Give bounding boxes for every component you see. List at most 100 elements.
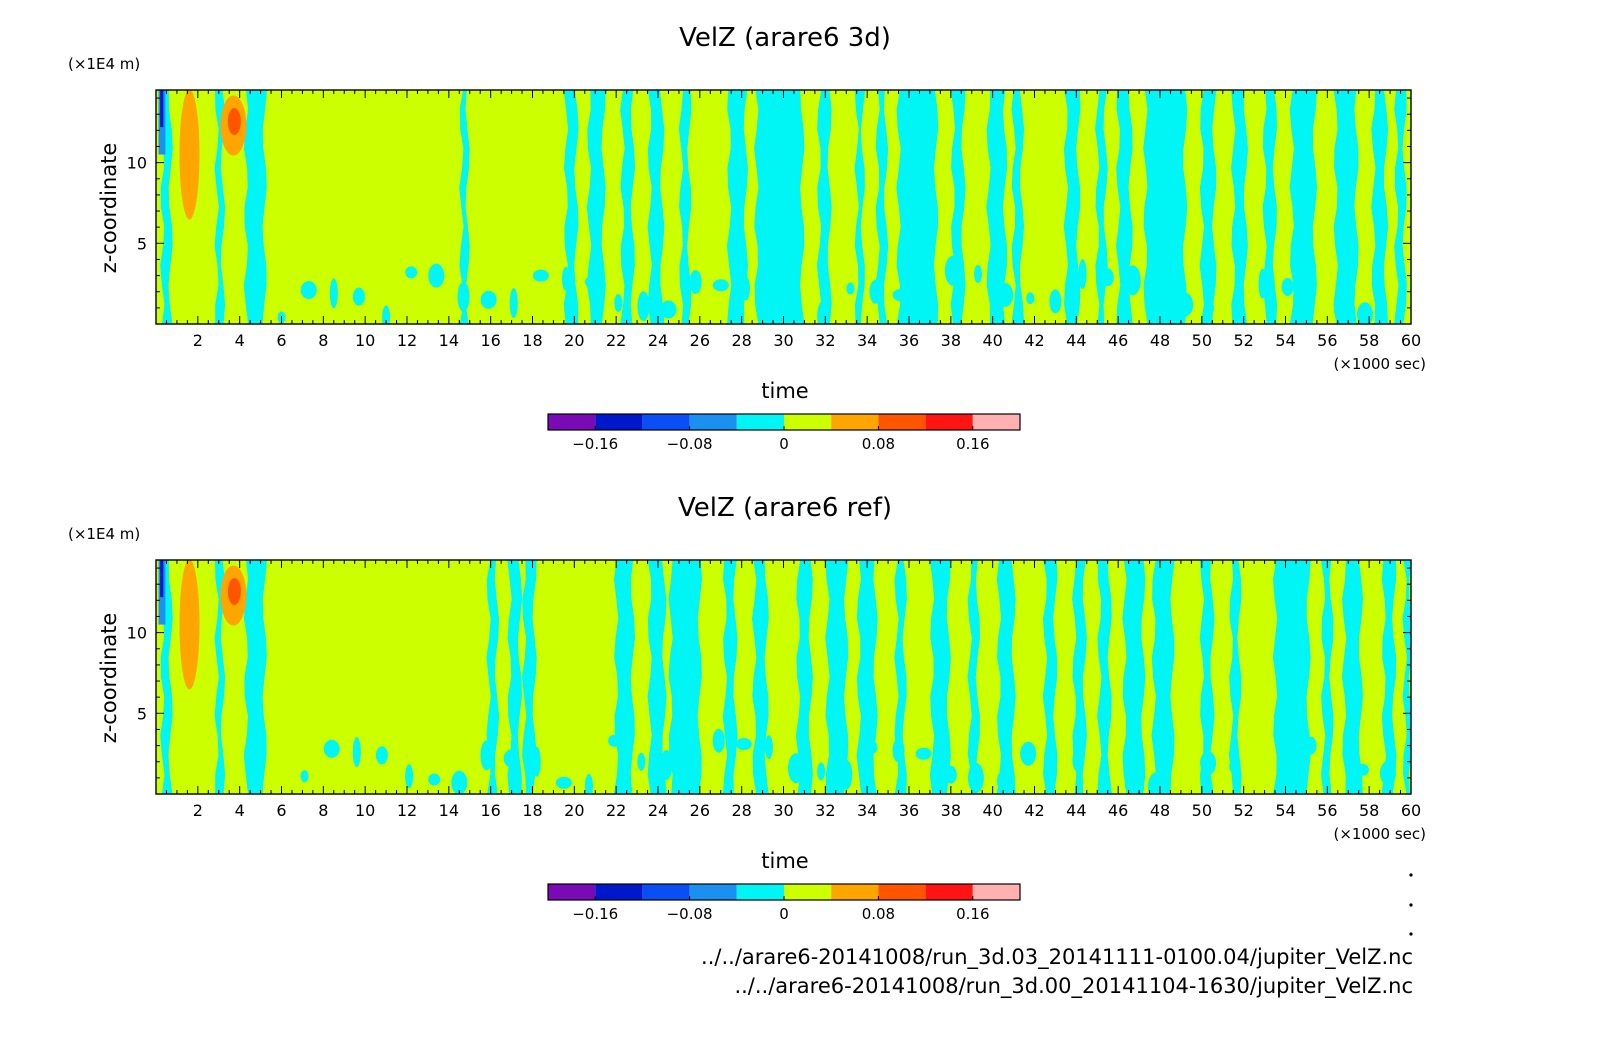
negative-blob — [997, 772, 1005, 791]
negative-blob — [1147, 772, 1164, 794]
x-tick-label: 24 — [648, 331, 668, 350]
x-tick-label: 44 — [1066, 801, 1086, 820]
negative-blob — [585, 773, 593, 794]
x-tick-label: 48 — [1150, 331, 1170, 350]
negative-band — [1321, 560, 1334, 794]
heatmap-cells — [156, 560, 1411, 794]
negative-blob — [1049, 750, 1058, 763]
negative-blob — [869, 741, 878, 754]
colorbar-tick-label: −0.08 — [667, 435, 713, 453]
footnote-file-3d: ../../arare6-20141008/run_3d.03_20141111… — [701, 945, 1413, 970]
x-tick-label: 32 — [815, 801, 835, 820]
negative-band — [647, 560, 667, 794]
x-unit-label: (×1000 sec) — [1333, 355, 1426, 373]
negative-band — [1402, 560, 1411, 794]
colorbar-swatch — [878, 884, 926, 900]
negative-blob — [1177, 292, 1194, 317]
negative-band — [1333, 90, 1359, 324]
negative-band — [816, 90, 832, 324]
negative-band — [1231, 90, 1248, 324]
chart-title: VelZ (arare6 3d) — [679, 23, 891, 53]
negative-band — [243, 560, 267, 794]
colorbar-tick-label: 0.16 — [956, 905, 989, 923]
negative-band — [243, 90, 267, 324]
stray-dots — [1409, 873, 1413, 936]
negative-blob — [735, 738, 752, 750]
x-tick-label: 34 — [857, 801, 877, 820]
negative-core — [160, 560, 164, 598]
x-axis-label: time — [761, 849, 808, 873]
colorbar-swatch — [878, 414, 926, 430]
negative-blob — [555, 776, 572, 789]
x-tick-label: 24 — [648, 801, 668, 820]
negative-blob — [503, 749, 520, 768]
negative-blob — [712, 279, 729, 292]
negative-blob — [532, 746, 541, 777]
negative-band — [1371, 90, 1389, 324]
x-tick-label: 38 — [941, 801, 961, 820]
negative-blob — [300, 770, 309, 783]
x-tick-label: 56 — [1317, 331, 1337, 350]
colorbar: −0.16 −0.08 0 0.08 0.16 — [547, 883, 1021, 923]
x-tick-label: 16 — [480, 801, 500, 820]
y-axis-label: z-coordinate — [97, 613, 121, 744]
negative-blob — [660, 750, 673, 780]
negative-blob — [1072, 748, 1085, 773]
negative-blob — [451, 770, 468, 794]
y-axis-label: z-coordinate — [97, 143, 121, 274]
negative-blob — [944, 765, 957, 784]
heatmap-cells — [156, 90, 1411, 324]
colorbar-tick-label: 0.16 — [956, 435, 989, 453]
x-tick-label: 46 — [1108, 801, 1128, 820]
negative-band — [459, 90, 470, 324]
x-tick-label: 10 — [355, 801, 375, 820]
negative-core — [160, 90, 164, 128]
negative-band — [894, 560, 907, 794]
negative-band — [1381, 560, 1397, 794]
chart-title: VelZ (arare6 ref) — [678, 493, 892, 523]
negative-blob — [794, 303, 803, 322]
negative-blob — [892, 738, 905, 763]
negative-blob — [689, 270, 702, 294]
x-tick-label: 28 — [731, 331, 751, 350]
negative-band — [929, 560, 951, 794]
negative-band — [668, 560, 702, 794]
negative-band — [1116, 90, 1133, 324]
negative-blob — [532, 269, 549, 282]
colorbar-swatch — [831, 414, 879, 430]
x-tick-label: 8 — [318, 331, 328, 350]
colorbar-swatch — [642, 884, 690, 900]
x-tick-label: 48 — [1150, 801, 1170, 820]
x-tick-label: 54 — [1275, 331, 1295, 350]
negative-band — [678, 90, 692, 324]
x-tick-label: 8 — [318, 801, 328, 820]
negative-blob — [1206, 301, 1215, 314]
x-tick-label: 12 — [397, 331, 417, 350]
colorbar-swatch — [689, 884, 737, 900]
negative-band — [1122, 560, 1146, 794]
negative-blob — [352, 287, 365, 306]
x-unit-label: (×1000 sec) — [1333, 825, 1426, 843]
negative-blob — [1020, 741, 1037, 766]
negative-band — [486, 560, 500, 794]
y-tick-label: 5 — [137, 704, 147, 723]
negative-band — [1289, 90, 1317, 324]
negative-blob — [329, 278, 338, 309]
x-tick-label: 60 — [1401, 801, 1421, 820]
negative-blob — [997, 283, 1014, 307]
colorbar-swatch — [784, 414, 832, 430]
colorbar-tick-label: 0 — [779, 435, 789, 453]
negative-band — [563, 90, 579, 324]
y-unit-label: (×1E4 m) — [68, 55, 140, 73]
x-tick-label: 44 — [1066, 331, 1086, 350]
negative-blob — [1078, 259, 1087, 289]
positive-core — [227, 108, 241, 136]
negative-blob — [614, 294, 623, 312]
negative-band — [160, 560, 173, 794]
x-tick-label: 34 — [857, 331, 877, 350]
negative-blob — [921, 306, 934, 324]
negative-band — [1095, 90, 1108, 324]
x-tick-label: 36 — [899, 801, 919, 820]
x-tick-label: 6 — [276, 801, 286, 820]
